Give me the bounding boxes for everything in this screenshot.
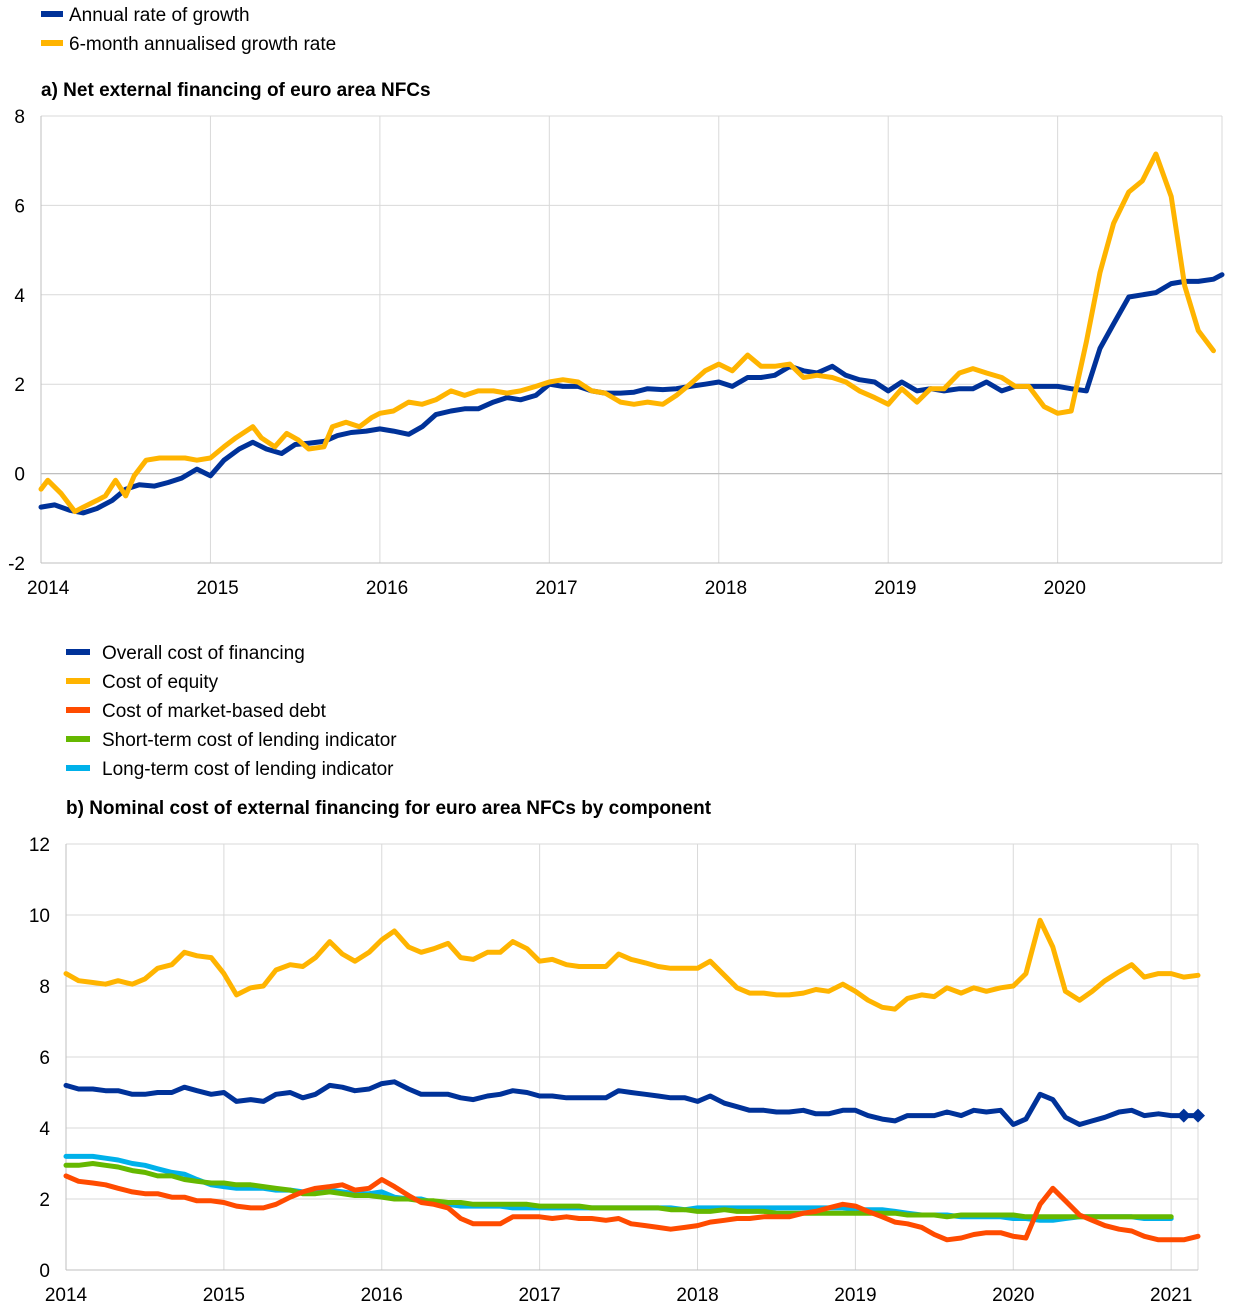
legend-b: Overall cost of financing Cost of equity C… bbox=[66, 643, 397, 780]
y-tick-label: 8 bbox=[14, 107, 25, 128]
chart-b-title: b) Nominal cost of external financing fo… bbox=[66, 798, 712, 819]
grid-a bbox=[40, 115, 1223, 564]
x-tick-label: 2018 bbox=[705, 578, 747, 599]
x-tick-label: 2016 bbox=[361, 1285, 403, 1306]
series-marker-diamond bbox=[1176, 1108, 1191, 1123]
series-a bbox=[38, 151, 1225, 516]
y-tick-label: 4 bbox=[14, 286, 25, 307]
y-tick-label: -2 bbox=[8, 554, 25, 575]
y-tick-label: 6 bbox=[14, 196, 25, 217]
series-line-4 bbox=[63, 1153, 1174, 1223]
y-tick-label: 2 bbox=[39, 1190, 50, 1211]
x-tick-label: 2014 bbox=[45, 1285, 88, 1306]
series-line-1 bbox=[63, 917, 1201, 1012]
legend-label: Short-term cost of lending indicator bbox=[102, 730, 397, 751]
series-marker-diamond bbox=[1191, 1108, 1205, 1123]
x-tick-label: 2019 bbox=[874, 578, 916, 599]
x-tick-label: 2015 bbox=[196, 578, 238, 599]
series-line-1 bbox=[38, 151, 1216, 515]
legend-a: Annual rate of growth 6-month annualised … bbox=[41, 5, 336, 55]
series-line-0 bbox=[38, 272, 1225, 516]
x-axis-a: 2014 2015 2016 2017 2018 2019 2020 bbox=[27, 578, 1086, 599]
x-tick-label: 2014 bbox=[27, 578, 70, 599]
chart-a-title: a) Net external financing of euro area N… bbox=[41, 80, 431, 101]
y-tick-label: 2 bbox=[14, 375, 25, 396]
y-axis-a: 8 6 4 2 0 -2 bbox=[8, 107, 25, 575]
x-tick-label: 2017 bbox=[518, 1285, 560, 1306]
y-tick-label: 0 bbox=[14, 465, 25, 486]
x-tick-label: 2018 bbox=[676, 1285, 718, 1306]
legend-label: Long-term cost of lending indicator bbox=[102, 759, 394, 780]
legend-label: Cost of equity bbox=[102, 672, 219, 693]
legend-label: Cost of market-based debt bbox=[102, 701, 327, 722]
y-tick-label: 6 bbox=[39, 1048, 50, 1069]
y-tick-label: 0 bbox=[39, 1261, 50, 1282]
x-tick-label: 2020 bbox=[1044, 578, 1086, 599]
x-tick-label: 2021 bbox=[1150, 1285, 1192, 1306]
series-line-2 bbox=[63, 1173, 1201, 1243]
x-tick-label: 2019 bbox=[834, 1285, 876, 1306]
series-b bbox=[63, 917, 1205, 1243]
x-tick-label: 2016 bbox=[366, 578, 408, 599]
legend-label: Overall cost of financing bbox=[102, 643, 305, 664]
x-tick-label: 2017 bbox=[535, 578, 577, 599]
legend-label: Annual rate of growth bbox=[69, 5, 250, 26]
chart-panel-b: Overall cost of financing Cost of equity C… bbox=[29, 643, 1205, 1306]
y-tick-label: 12 bbox=[29, 835, 50, 856]
y-tick-label: 4 bbox=[39, 1119, 50, 1140]
x-axis-b: 2014 2015 2016 2017 2018 2019 2020 2021 bbox=[45, 1285, 1192, 1306]
y-tick-label: 8 bbox=[39, 977, 50, 998]
series-line-0 bbox=[63, 1079, 1201, 1127]
x-tick-label: 2020 bbox=[992, 1285, 1034, 1306]
chart-panel-a: Annual rate of growth 6-month annualised … bbox=[8, 5, 1225, 599]
series-line-3 bbox=[63, 1161, 1174, 1220]
x-tick-label: 2015 bbox=[203, 1285, 245, 1306]
y-axis-b: 12 10 8 6 4 2 0 bbox=[29, 835, 51, 1282]
legend-label: 6-month annualised growth rate bbox=[69, 34, 336, 55]
y-tick-label: 10 bbox=[29, 906, 50, 927]
